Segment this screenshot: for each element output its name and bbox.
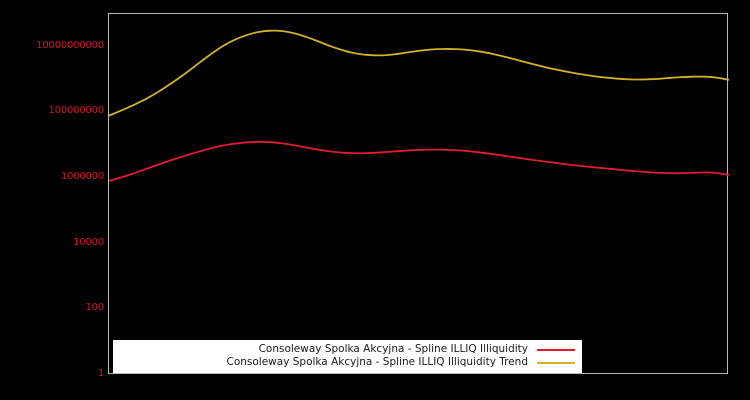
y-tick-label: 10000	[73, 236, 104, 248]
y-tick-label: 1	[97, 368, 104, 379]
legend-entry-illiquidity: Consoleway Spolka Akcyjna - Spline ILLIQ…	[118, 343, 577, 356]
series-line-illiquidity-trend	[109, 29, 729, 117]
y-tick-label: 100000000	[48, 105, 105, 117]
y-tick-label: 1000000	[60, 171, 104, 183]
legend-label-illiquidity-trend: Consoleway Spolka Akcyjna - Spline ILLIQ…	[226, 356, 528, 368]
y-axis-tick-labels: 1 100 10000 1000000 100000000 10000000000	[0, 0, 104, 400]
y-tick-label: 100	[85, 302, 105, 314]
legend-entry-illiquidity-trend: Consoleway Spolka Akcyjna - Spline ILLIQ…	[118, 356, 577, 369]
legend-swatch-illiquidity-trend	[537, 361, 575, 364]
legend-swatch-illiquidity	[537, 348, 575, 351]
plot-area	[108, 13, 729, 374]
plot-lines	[109, 29, 729, 182]
chart-legend: Consoleway Spolka Akcyjna - Spline ILLIQ…	[113, 340, 582, 373]
y-tick-label: 10000000000	[36, 39, 104, 51]
series-line-illiquidity	[109, 140, 729, 182]
legend-label-illiquidity: Consoleway Spolka Akcyjna - Spline ILLIQ…	[258, 343, 528, 355]
